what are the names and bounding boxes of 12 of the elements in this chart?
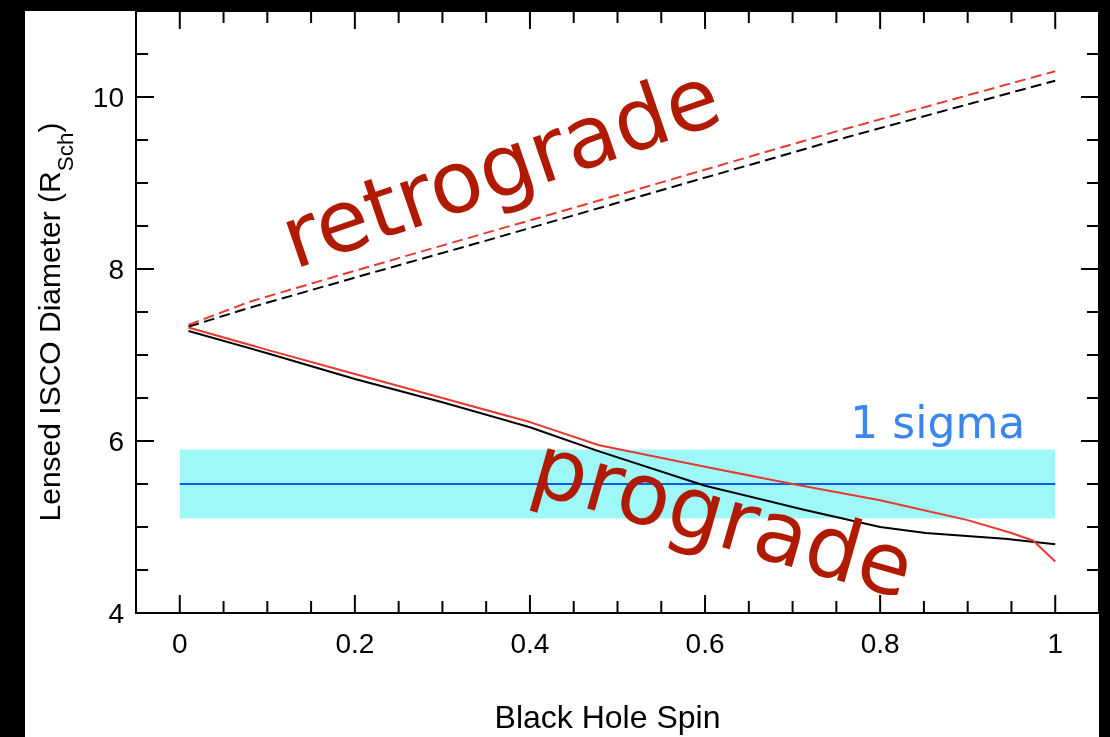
band-label: 1 sigma xyxy=(850,396,1026,448)
y-tick-label: 4 xyxy=(108,598,124,629)
x-tick-label: 0 xyxy=(171,628,188,659)
x-tick-label: 0.2 xyxy=(335,628,375,659)
x-tick-label: 0.4 xyxy=(510,628,550,659)
x-tick-label: 0.8 xyxy=(860,628,900,659)
y-tick-label: 10 xyxy=(92,82,124,113)
x-tick-label: 1 xyxy=(1047,628,1064,659)
y-tick-label: 6 xyxy=(108,426,124,457)
x-tick-label: 0.6 xyxy=(685,628,725,659)
x-axis-title: Black Hole Spin xyxy=(494,699,721,735)
y-tick-label: 8 xyxy=(108,254,124,285)
